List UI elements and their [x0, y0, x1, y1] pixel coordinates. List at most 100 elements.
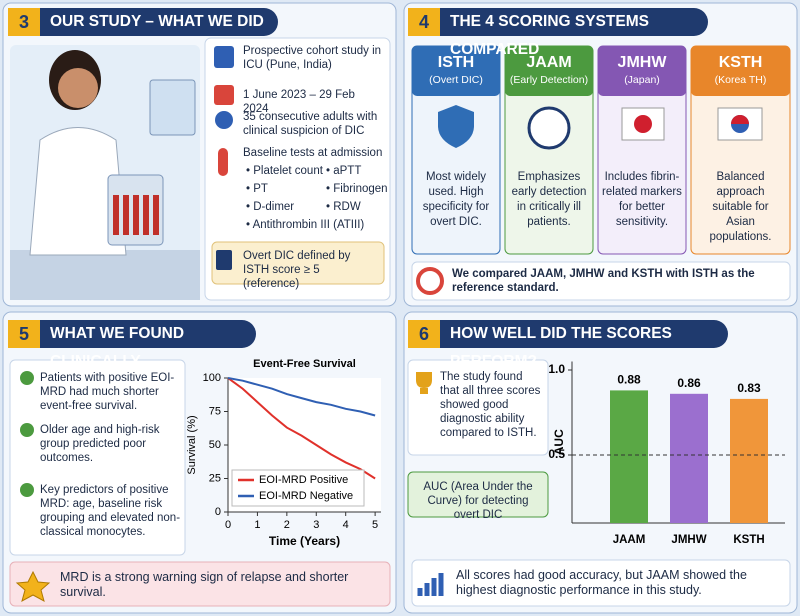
series-line	[227, 377, 376, 480]
footer-box	[411, 559, 791, 607]
check-icon	[20, 423, 34, 437]
y-axis-label: Survival (%)	[186, 415, 198, 474]
findings-footer: MRD is a strong warning sign of relapse …	[60, 570, 349, 599]
value-label: 0.88	[617, 373, 641, 387]
panel-header: 5 WHAT WE FOUND CLINICALLY	[8, 320, 256, 370]
panel-number: 6	[408, 320, 440, 348]
card-subtitle: (Korea TH)	[714, 74, 767, 86]
tests-heading: Baseline tests at admission	[243, 147, 383, 159]
check-icon	[20, 371, 34, 385]
panel-header: 4 THE 4 SCORING SYSTEMS COMPARED	[408, 8, 708, 58]
value-label: 0.83	[737, 381, 761, 395]
icon	[214, 85, 234, 105]
chart-title: Event-Free Survival	[253, 358, 356, 370]
card-name: JMHW	[617, 54, 667, 71]
tube	[133, 195, 139, 235]
x-tick-label: 5	[372, 519, 378, 531]
flag-japan-dot	[634, 115, 652, 133]
legend	[231, 469, 365, 507]
y-tick-label: 50	[209, 439, 221, 451]
x-tick-label: KSTH	[733, 534, 764, 546]
icon	[218, 148, 228, 176]
growth-icon	[417, 573, 444, 596]
card-name: KSTH	[718, 54, 763, 71]
test-item: • Platelet count	[246, 165, 323, 177]
tube	[153, 195, 159, 235]
card-description: Includes fibrin-related markers for bett…	[602, 171, 682, 228]
panel-title: HOW WELL DID THE SCORES PERFORM?	[450, 325, 672, 370]
test-item: • D-dimer	[246, 201, 295, 213]
test: Platelet count	[253, 165, 323, 177]
study-box	[204, 37, 391, 301]
card-description: Balanced approach suitable for Asian pop…	[709, 171, 772, 243]
card-header	[505, 46, 593, 96]
card-name: ISTH	[437, 54, 475, 71]
card-title: KSTH (Korea TH)	[691, 52, 790, 87]
card-subtitle: (Overt DIC)	[429, 74, 483, 86]
footer-box	[9, 561, 391, 607]
test-item: • RDW	[326, 201, 361, 213]
card-title: ISTH (Overt DIC)	[412, 52, 500, 87]
target-icon	[416, 267, 444, 295]
test-item: • Antithrombin III (ATIII)	[246, 219, 365, 231]
finding: Patients with positive EOI-MRD had much …	[40, 372, 175, 412]
performance-note: The study found that all three scores sh…	[440, 371, 541, 439]
trophy-icon	[416, 372, 432, 394]
x-tick-label: JAAM	[613, 534, 646, 546]
clock-icon	[527, 106, 571, 150]
x-tick-label: 3	[313, 519, 319, 531]
series-line	[227, 377, 376, 417]
panel-number: 5	[8, 320, 40, 348]
y-tick-label: 100	[203, 372, 221, 384]
bar	[610, 390, 648, 523]
card-header	[412, 46, 500, 96]
study-item: 35 consecutive adults with clinical susp…	[243, 111, 378, 137]
footer-box	[411, 261, 791, 301]
tubes	[113, 195, 159, 235]
card-subtitle: (Japan)	[624, 74, 660, 86]
study-item: Prospective cohort study in ICU (Pune, I…	[243, 45, 382, 71]
test-item: • PT	[246, 183, 268, 195]
star-icon	[15, 570, 51, 603]
tube	[113, 195, 119, 235]
legend-label: EOI-MRD Positive	[259, 474, 348, 486]
y-tick-label: 25	[209, 472, 221, 484]
icon	[214, 46, 234, 68]
test-item: • aPTT	[326, 165, 362, 177]
auc-box	[407, 471, 549, 518]
y-tick-label: 75	[209, 405, 221, 417]
x-tick-label: 0	[225, 519, 231, 531]
lab-coat	[29, 127, 127, 256]
value-label: 0.86	[677, 376, 701, 390]
shield-icon	[438, 105, 474, 148]
card-description: Most widely used. High specificity for o…	[422, 171, 490, 228]
test: Antithrombin III (ATIII)	[252, 219, 365, 231]
panel-title: OUR STUDY – WHAT WE DID	[50, 13, 264, 30]
auc-note: AUC (Area Under the Curve) for detecting…	[423, 481, 533, 521]
note-box	[211, 241, 385, 285]
test-item: • Fibrinogen	[326, 183, 388, 195]
performance-footer: All scores had good accuracy, but JAAM s…	[456, 568, 747, 597]
finding: Older age and high-risk group predicted …	[40, 424, 160, 464]
bullets-box	[9, 359, 186, 556]
x-tick-label: JMHW	[671, 534, 706, 546]
x-tick-label: 4	[343, 519, 349, 531]
panel-header: 6 HOW WELL DID THE SCORES PERFORM?	[408, 320, 728, 370]
charts: Event-Free Survival Time (Years) Survival …	[186, 358, 785, 548]
test: PT	[253, 183, 268, 195]
bar	[670, 393, 708, 523]
bar	[730, 398, 768, 523]
monitor	[149, 79, 196, 136]
card-title: JAAM (Early Detection)	[505, 52, 593, 87]
panel-number: 3	[8, 8, 40, 36]
card-header	[691, 46, 790, 96]
y-tick-label: 1.0	[548, 362, 565, 376]
panel-title: WHAT WE FOUND CLINICALLY	[50, 325, 185, 370]
y-axis-label: AUC	[552, 429, 566, 455]
card-subtitle: (Early Detection)	[509, 74, 589, 86]
systems-footer: We compared JAAM, JMHW and KSTH with IST…	[452, 268, 755, 294]
study-note: Overt DIC defined by ISTH score ≥ 5 (ref…	[243, 250, 351, 290]
finding: Key predictors of positive MRD: age, bas…	[40, 484, 181, 538]
